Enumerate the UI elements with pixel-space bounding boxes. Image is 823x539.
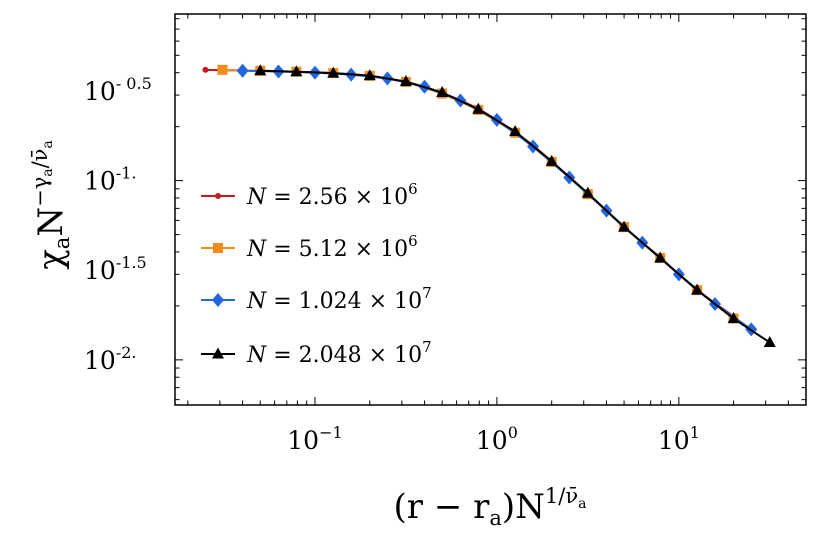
x-axis-title: (r − ra)N1/ν̄a [394, 484, 587, 530]
data-point [236, 63, 249, 78]
data-point [727, 312, 740, 324]
data-point [618, 220, 631, 232]
legend-marker [213, 243, 223, 253]
x-tick-label: 100 [476, 423, 518, 455]
legend-label: N = 5.12 × 106 [246, 232, 418, 262]
y-tick-label: 10-1. [84, 164, 136, 196]
data-point [327, 66, 340, 78]
y-tick-label: 10- 0.5 [84, 74, 152, 106]
legend-marker [212, 347, 224, 359]
y-tick-label: 10-2. [84, 343, 136, 375]
data-point [436, 86, 449, 98]
legend-entry-2: N = 5.12 × 106 [201, 232, 418, 262]
x-tick-label: 10−1 [287, 423, 342, 455]
data-point [290, 65, 303, 77]
legend-entry-3: N = 1.024 × 107 [201, 284, 432, 314]
legend-label: N = 2.048 × 107 [246, 338, 432, 368]
data-point [509, 124, 522, 136]
series-4 [254, 64, 776, 347]
data-point [691, 283, 704, 295]
legend-marker [212, 293, 224, 307]
legend-marker [215, 193, 221, 199]
data-point [399, 75, 412, 87]
plot-frame [174, 13, 807, 406]
data-point [472, 102, 485, 114]
data-point [654, 251, 667, 263]
legend-entry-1: N = 2.56 × 106 [201, 180, 418, 210]
x-tick-label: 101 [658, 423, 700, 455]
legend-entry-4: N = 2.048 × 107 [201, 338, 432, 368]
legend-label: N = 1.024 × 107 [246, 284, 432, 314]
data-point [363, 69, 376, 81]
data-point [763, 335, 776, 347]
y-tick-label: 10-1.5 [84, 253, 147, 285]
data-point [254, 64, 267, 76]
legend-label: N = 2.56 × 106 [246, 180, 418, 210]
data-point [202, 66, 209, 73]
data-point [581, 186, 594, 198]
data-point [217, 64, 228, 75]
data-point [545, 154, 558, 166]
y-axis-title: χaN−γa/ν̄a [28, 140, 74, 270]
